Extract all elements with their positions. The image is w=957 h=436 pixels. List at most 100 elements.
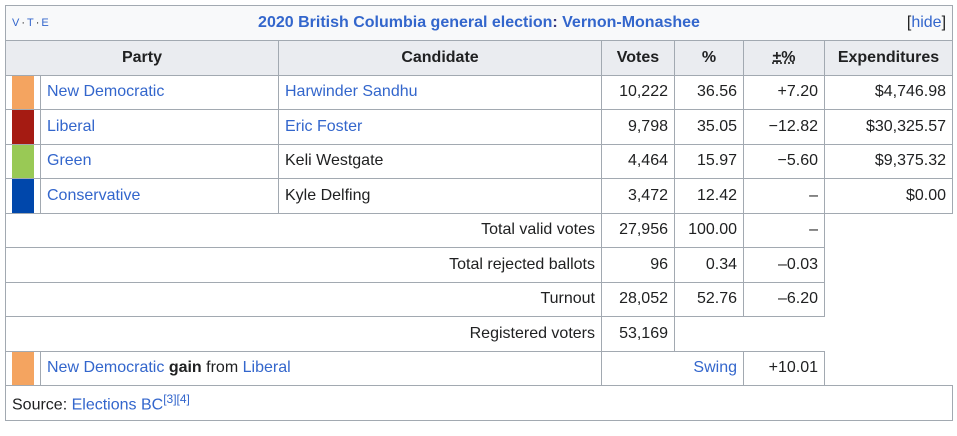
caption-cell: V·T·E 2020 British Columbia general elec…	[4, 5, 954, 41]
vte-talk-link[interactable]: T	[27, 17, 36, 29]
percent-cell: 35.05	[674, 109, 744, 145]
percent-cell: 12.42	[674, 178, 744, 214]
total-valid-row: Total valid votes 27,956 100.00 –	[5, 212, 953, 248]
expenditures-cell: $4,746.98	[823, 74, 954, 110]
swatch-fill	[12, 351, 34, 385]
registered-voters-row: Registered voters 53,169	[5, 316, 953, 352]
table-row: New Democratic Harwinder Sandhu 10,222 3…	[5, 74, 954, 110]
turnout-votes: 28,052	[601, 281, 675, 317]
party-cell: Liberal	[40, 109, 279, 145]
turnout-change: –6.20	[743, 281, 825, 317]
table-row: Liberal Eric Foster 9,798 35.05 −12.82 $…	[5, 109, 954, 145]
total-rejected-label: Total rejected ballots	[5, 247, 602, 283]
change-cell: −12.82	[743, 109, 825, 145]
total-valid-percent: 100.00	[674, 212, 744, 248]
source-link[interactable]: Elections BC	[71, 395, 164, 413]
swatch-fill	[12, 110, 34, 144]
empty-cell	[824, 282, 953, 317]
empty-cell	[743, 316, 825, 351]
source-prefix: Source:	[12, 395, 68, 413]
party-color-swatch	[5, 109, 41, 145]
swatch-fill	[12, 75, 34, 109]
candidate-link[interactable]: Harwinder Sandhu	[285, 83, 418, 101]
swatch-fill	[12, 179, 34, 213]
candidate-cell: Kyle Delfing	[278, 178, 602, 214]
empty-cell	[824, 247, 953, 282]
votes-cell: 4,464	[601, 143, 675, 179]
party-link[interactable]: Conservative	[47, 186, 141, 204]
total-valid-label: Total valid votes	[5, 212, 602, 248]
empty-cell	[824, 213, 953, 248]
caption-row: V·T·E 2020 British Columbia general elec…	[4, 5, 954, 41]
party-link[interactable]: Green	[47, 152, 92, 170]
table-row: Conservative Kyle Delfing 3,472 12.42 – …	[5, 178, 954, 214]
header-change[interactable]: ±%	[743, 40, 825, 76]
party-link[interactable]: New Democratic	[47, 83, 165, 101]
header-percent: %	[674, 40, 744, 76]
total-rejected-votes: 96	[601, 247, 675, 283]
gain-cell: New Democratic gain from Liberal	[40, 350, 602, 386]
party-color-swatch	[5, 74, 41, 110]
total-rejected-percent: 0.34	[674, 247, 744, 283]
header-change-label[interactable]: ±%	[772, 48, 796, 66]
gain-winner-link[interactable]: New Democratic	[47, 359, 165, 377]
change-cell: –	[743, 178, 825, 214]
table-row: Green Keli Westgate 4,464 15.97 −5.60 $9…	[5, 143, 954, 179]
swing-value: +10.01	[743, 350, 825, 386]
hide-toggle[interactable]: [hide]	[906, 14, 947, 31]
empty-cell	[824, 316, 953, 351]
percent-cell: 36.56	[674, 74, 744, 110]
header-candidate: Candidate	[278, 40, 602, 76]
source-row: Source: Elections BC[3][4]	[4, 385, 954, 421]
party-cell: New Democratic	[40, 74, 279, 110]
riding-title-link[interactable]: Vernon-Monashee	[562, 14, 700, 31]
election-results-box: V·T·E 2020 British Columbia general elec…	[4, 5, 954, 421]
candidate-cell: Keli Westgate	[278, 143, 602, 179]
turnout-row: Turnout 28,052 52.76 –6.20	[5, 281, 953, 317]
box-title: 2020 British Columbia general election: …	[258, 14, 700, 31]
vte-view-link[interactable]: V	[12, 17, 22, 29]
vte-edit-link[interactable]: E	[41, 17, 51, 29]
party-cell: Green	[40, 143, 279, 179]
total-rejected-row: Total rejected ballots 96 0.34 –0.03	[5, 247, 953, 283]
election-title-link[interactable]: 2020 British Columbia general election	[258, 14, 553, 31]
gain-word: gain	[168, 359, 202, 377]
source-cell: Source: Elections BC[3][4]	[4, 385, 954, 421]
expenditures-cell: $30,325.57	[823, 109, 954, 145]
from-word: from	[206, 359, 239, 377]
registered-voters-count: 53,169	[601, 316, 675, 352]
party-cell: Conservative	[40, 178, 279, 214]
swatch-fill	[12, 144, 34, 178]
votes-cell: 3,472	[601, 178, 675, 214]
change-cell: −5.60	[743, 143, 825, 179]
votes-cell: 9,798	[601, 109, 675, 145]
candidate-link[interactable]: Eric Foster	[285, 117, 363, 135]
party-link[interactable]: Liberal	[47, 117, 96, 135]
gain-row: New Democratic gain from Liberal Swing +…	[5, 350, 953, 386]
total-rejected-change: –0.03	[743, 247, 825, 283]
total-valid-change: –	[743, 212, 825, 248]
gain-loser-link[interactable]: Liberal	[242, 359, 291, 377]
turnout-label: Turnout	[5, 281, 602, 317]
expenditures-cell: $9,375.32	[823, 143, 954, 179]
header-row: Party Candidate Votes % ±% Expenditures	[5, 40, 954, 76]
title-separator: :	[552, 14, 558, 31]
total-valid-votes: 27,956	[601, 212, 675, 248]
party-color-swatch	[5, 143, 41, 179]
vte-links: V·T·E	[12, 17, 51, 29]
swing-link[interactable]: Swing	[693, 359, 737, 377]
swing-label-cell: Swing	[601, 350, 744, 386]
party-color-swatch	[5, 178, 41, 214]
header-votes: Votes	[601, 40, 675, 76]
registered-voters-label: Registered voters	[5, 316, 602, 352]
hide-label[interactable]: hide	[911, 14, 942, 31]
empty-cell	[824, 351, 953, 386]
votes-cell: 10,222	[601, 74, 675, 110]
expenditures-cell: $0.00	[823, 178, 954, 214]
percent-cell: 15.97	[674, 143, 744, 179]
header-party: Party	[5, 40, 279, 76]
turnout-percent: 52.76	[674, 281, 744, 317]
header-expenditures: Expenditures	[823, 40, 954, 76]
gain-color-swatch	[5, 350, 41, 386]
source-refs[interactable]: [3][4]	[163, 391, 190, 406]
